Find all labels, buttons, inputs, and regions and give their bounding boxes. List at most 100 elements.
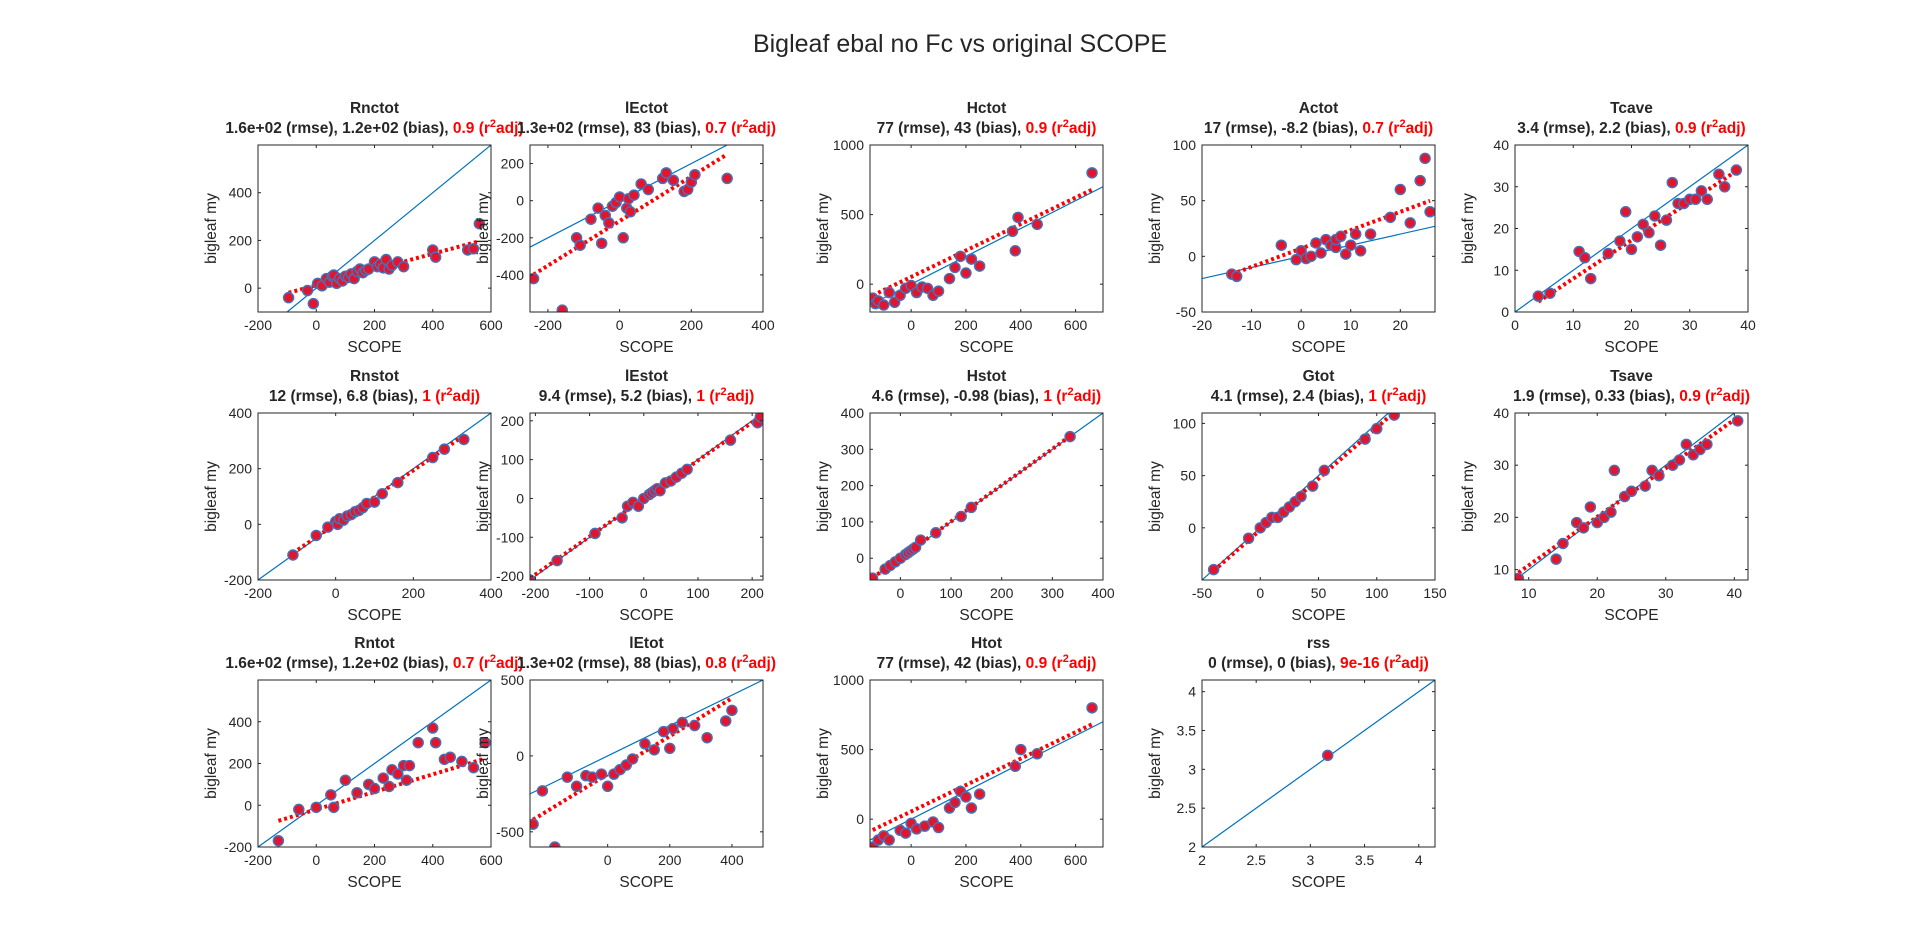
data-point: [667, 722, 679, 735]
data-point: [642, 183, 655, 196]
axes-box: [869, 144, 1104, 313]
y-tick-label: 400: [229, 714, 253, 730]
stats-r2-value: 0.9 (r: [1026, 655, 1063, 672]
data-point: [1419, 152, 1431, 165]
subplot-title: Hstot: [967, 368, 1007, 385]
stats-rmse-bias: 1.6e+02 (rmse), 1.2e+02 (bias),: [225, 655, 452, 672]
axes-box: [1201, 679, 1436, 848]
data-point: [479, 736, 491, 749]
data-point: [467, 761, 480, 774]
data-point: [325, 789, 337, 801]
stats-r2-superscript: 2: [1393, 386, 1399, 398]
data-point: [1006, 225, 1019, 238]
y-tick-label: -200: [496, 568, 524, 584]
data-point: [899, 827, 912, 839]
data-point: [1359, 433, 1371, 445]
y-tick-label: 0: [856, 550, 864, 566]
data-point: [688, 719, 701, 732]
subplot-stats: 4.1 (rmse), 2.4 (bias), 1 (r2adj): [1211, 386, 1426, 405]
data-point: [272, 834, 285, 847]
data-point: [639, 738, 651, 750]
y-tick-label: 0: [244, 516, 252, 532]
data-point: [368, 782, 381, 795]
stats-rmse-bias: 1.3e+02 (rmse), 83 (bias),: [517, 120, 705, 137]
data-point: [654, 484, 666, 497]
data-point: [1371, 422, 1383, 435]
y-tick-label: 20: [1493, 509, 1509, 525]
x-axis-label: SCOPE: [1604, 339, 1658, 356]
y-tick-label: 500: [841, 207, 865, 223]
x-tick-label: 200: [363, 317, 387, 333]
stats-rmse-bias: 17 (rmse), -8.2 (bias),: [1204, 120, 1363, 137]
data-point: [664, 742, 676, 755]
subplot-stats: 0 (rmse), 0 (bias), 9e-16 (r2adj): [1208, 653, 1429, 672]
y-tick-label: 200: [841, 478, 865, 494]
x-tick-label: 0: [312, 852, 320, 868]
y-axis-label: bigleaf my: [475, 728, 492, 799]
stats-r2-suffix: adj): [1406, 120, 1434, 137]
data-point: [595, 237, 608, 250]
y-axis-label: bigleaf my: [1147, 728, 1164, 799]
data-point: [973, 260, 986, 272]
x-tick-label: 0: [907, 852, 915, 868]
data-point: [617, 232, 629, 244]
stats-r2-suffix: adj): [1722, 388, 1750, 405]
y-tick-label: 0: [244, 797, 252, 813]
stats-rmse-bias: 0 (rmse), 0 (bias),: [1208, 655, 1340, 672]
stats-r2-superscript: 2: [1063, 118, 1069, 130]
stats-r2-suffix: adj): [727, 388, 755, 405]
x-tick-label: 400: [1009, 852, 1033, 868]
x-tick-label: -200: [244, 585, 272, 601]
stats-r2-superscript: 2: [742, 118, 748, 130]
y-tick-label: 300: [841, 441, 865, 457]
stats-rmse-bias: 1.9 (rmse), 0.33 (bias),: [1513, 388, 1679, 405]
data-point: [870, 572, 879, 580]
x-tick-label: 200: [954, 317, 978, 333]
data-point: [530, 272, 540, 285]
data-point: [1344, 239, 1357, 251]
x-tick-label: 400: [751, 317, 775, 333]
data-point: [473, 217, 486, 230]
data-point: [1731, 415, 1744, 427]
y-tick-label: 400: [229, 405, 253, 421]
x-tick-label: 2.5: [1246, 852, 1266, 868]
data-point: [949, 796, 961, 809]
x-tick-label: 0: [896, 585, 904, 601]
data-point: [1619, 206, 1632, 218]
y-axis-label: bigleaf my: [815, 193, 832, 264]
data-point: [973, 788, 986, 800]
data-point: [1602, 247, 1614, 260]
y-tick-label: 0: [1188, 248, 1196, 264]
subplot-title: lEctot: [625, 100, 668, 117]
data-point: [1306, 480, 1319, 492]
x-tick-label: 20: [1393, 317, 1409, 333]
y-tick-label: 400: [229, 185, 253, 201]
x-tick-label: -100: [576, 585, 604, 601]
y-tick-label: -400: [496, 267, 524, 283]
stats-r2-value: 9e-16 (r: [1340, 655, 1395, 672]
x-axis-label: SCOPE: [619, 607, 673, 624]
data-point: [339, 774, 352, 786]
subplot-title: Gtot: [1303, 368, 1335, 385]
stats-r2-superscript: 2: [1712, 118, 1718, 130]
x-tick-label: 100: [1365, 585, 1389, 601]
subplot-title: rss: [1307, 635, 1330, 652]
data-point: [1031, 218, 1043, 231]
data-point: [719, 715, 732, 727]
one-to-one-line: [1515, 145, 1748, 312]
y-tick-label: 2.5: [1177, 800, 1197, 816]
stats-rmse-bias: 77 (rmse), 43 (bias),: [877, 120, 1026, 137]
x-tick-label: 300: [1041, 585, 1065, 601]
stats-r2-suffix: adj): [1401, 655, 1429, 672]
y-axis-label: bigleaf my: [475, 461, 492, 532]
data-point: [429, 251, 442, 263]
y-tick-label: 1000: [833, 137, 864, 153]
fit-line: [532, 152, 729, 277]
data-point: [400, 774, 413, 786]
y-tick-label: 30: [1493, 457, 1509, 473]
data-point: [1649, 210, 1661, 222]
subplot-title: Rntot: [354, 635, 394, 652]
